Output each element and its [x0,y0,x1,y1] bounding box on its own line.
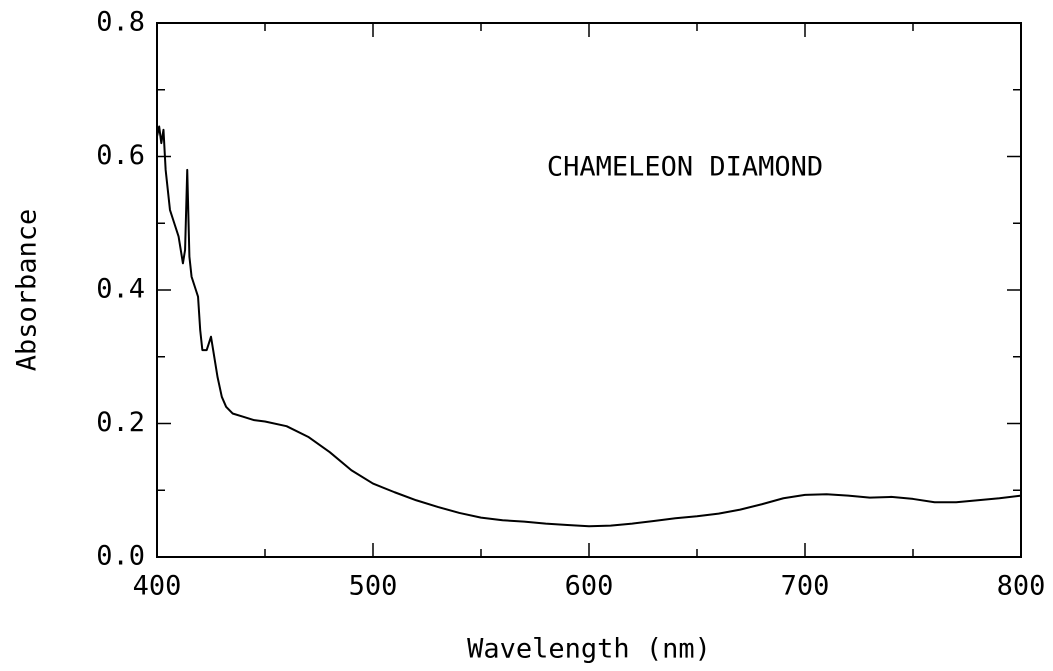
y-tick-label: 0.2 [96,407,145,438]
y-tick-label: 0.6 [96,140,145,171]
y-tick-label: 0.4 [96,274,145,305]
y-axis-label: Absorbance [12,209,43,372]
x-tick-label: 600 [565,571,614,602]
plot-frame [156,22,1022,558]
x-tick-label: 500 [349,571,398,602]
x-tick-label: 400 [133,571,182,602]
y-tick-label: 0.8 [96,7,145,38]
x-tick-label: 700 [781,571,830,602]
annotation: CHAMELEON DIAMOND [547,152,823,183]
x-tick-label: 800 [997,571,1046,602]
data-line [156,125,1022,528]
y-tick-label: 0.0 [96,541,145,572]
x-axis-label: Wavelength (nm) [467,634,711,665]
